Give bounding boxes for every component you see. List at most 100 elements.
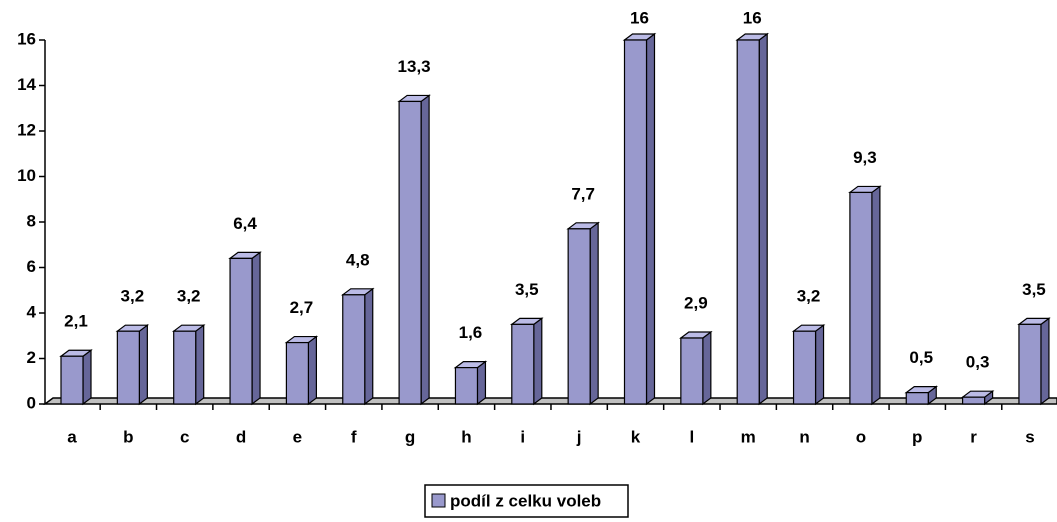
bar-side — [871, 185, 881, 406]
y-tick-label: 6 — [27, 257, 36, 276]
bar-front — [285, 341, 309, 405]
x-tick-label: n — [799, 427, 809, 446]
x-tick-label: o — [856, 427, 866, 446]
bar-front — [116, 330, 140, 405]
y-tick-label: 16 — [17, 29, 36, 48]
data-label: 2,7 — [290, 298, 314, 317]
x-tick-label: f — [351, 427, 357, 446]
bar-side — [364, 287, 374, 406]
bar — [960, 389, 995, 406]
data-label: 16 — [743, 8, 762, 27]
bar-side — [251, 251, 261, 406]
x-tick-label: s — [1025, 427, 1034, 446]
data-label: 3,2 — [797, 287, 821, 306]
x-tick-label: a — [67, 427, 77, 446]
bar-front — [1018, 323, 1042, 405]
legend-swatch — [431, 493, 446, 508]
bar-side — [533, 317, 543, 406]
bar-front — [623, 39, 648, 405]
data-label: 4,8 — [346, 250, 370, 269]
data-label: 13,3 — [398, 57, 431, 76]
data-label: 3,2 — [177, 287, 201, 306]
x-tick-label: b — [123, 427, 133, 446]
bar — [566, 221, 600, 406]
bar — [397, 94, 431, 406]
bar-front — [567, 228, 591, 405]
data-label: 16 — [630, 8, 649, 27]
bar — [453, 360, 488, 406]
x-tick-label: r — [970, 427, 977, 446]
y-tick-label: 0 — [27, 393, 36, 412]
bar-side — [702, 330, 712, 406]
y-tick-label: 4 — [27, 302, 37, 321]
data-label: 7,7 — [571, 184, 595, 203]
bar — [59, 349, 93, 406]
bar-side — [476, 360, 487, 406]
data-label: 0,5 — [909, 348, 933, 367]
x-tick-label: e — [293, 427, 302, 446]
x-tick-label: j — [576, 427, 582, 446]
bar-front — [961, 396, 986, 405]
data-label: 2,1 — [64, 312, 88, 331]
legend-label: podíl z celku voleb — [450, 491, 601, 510]
bar-front — [173, 330, 197, 405]
bar — [340, 287, 375, 406]
bar — [791, 324, 826, 406]
bar — [284, 335, 319, 406]
bar-front — [342, 294, 366, 405]
data-label: 0,3 — [966, 353, 990, 372]
bar — [171, 324, 206, 406]
bar — [1017, 317, 1051, 406]
bar — [509, 317, 544, 406]
bar — [115, 324, 150, 406]
bar-front — [398, 100, 422, 405]
bar — [622, 32, 657, 406]
y-tick-label: 12 — [17, 120, 36, 139]
bar-side — [589, 221, 599, 406]
data-label: 1,6 — [459, 323, 483, 342]
data-label: 3,2 — [121, 287, 145, 306]
bar-side — [814, 324, 825, 406]
data-label: 2,9 — [684, 294, 708, 313]
x-tick-label: p — [912, 427, 922, 446]
x-tick-label: k — [631, 427, 641, 446]
data-label: 3,5 — [1022, 280, 1046, 299]
bar-side — [645, 32, 656, 406]
y-tick-label: 14 — [17, 75, 36, 94]
bar — [228, 251, 262, 406]
data-label: 9,3 — [853, 148, 877, 167]
bar-side — [195, 324, 205, 406]
x-tick-label: c — [180, 427, 189, 446]
data-label: 3,5 — [515, 280, 539, 299]
bar-front — [511, 323, 535, 405]
bar — [735, 32, 770, 406]
bar-side — [1040, 317, 1050, 406]
x-tick-label: d — [236, 427, 246, 446]
y-tick-label: 10 — [17, 166, 36, 185]
data-label: 6,4 — [233, 214, 257, 233]
bar-front — [736, 39, 760, 405]
bar-front — [905, 392, 929, 405]
bar — [904, 385, 939, 406]
x-tick-label: h — [461, 427, 471, 446]
bar — [848, 185, 882, 406]
y-tick-label: 2 — [27, 348, 36, 367]
y-tick-label: 8 — [27, 211, 36, 230]
bar-front — [680, 337, 704, 405]
bar-front — [454, 367, 479, 405]
bar-front — [229, 257, 253, 405]
x-tick-label: g — [405, 427, 415, 446]
bar-side — [420, 94, 430, 406]
bar-front — [60, 355, 84, 405]
bar-side — [307, 335, 317, 406]
bar-side — [758, 32, 768, 406]
x-tick-label: l — [689, 427, 694, 446]
bar-front — [849, 191, 873, 405]
x-tick-label: i — [520, 427, 525, 446]
bar-side — [82, 349, 92, 406]
bar-front — [792, 330, 817, 405]
bar-side — [138, 324, 148, 406]
bar — [679, 330, 713, 406]
legend-box — [424, 484, 629, 518]
